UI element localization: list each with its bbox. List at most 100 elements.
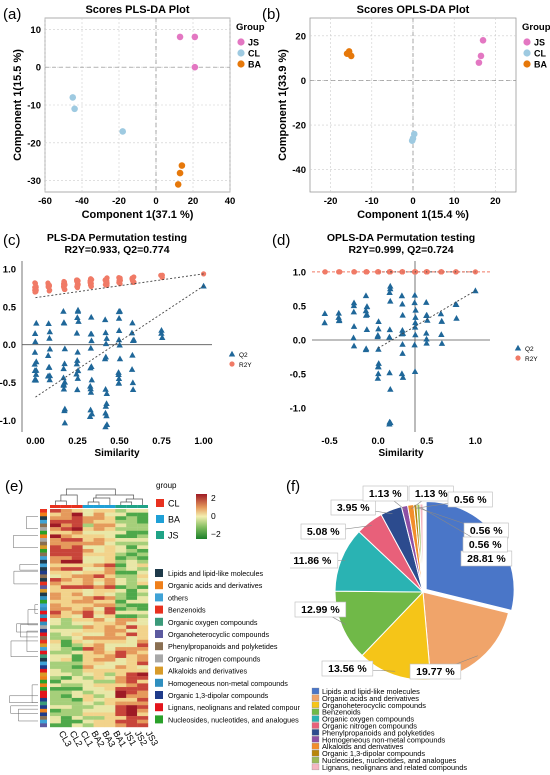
- heatmap-cell: [126, 512, 138, 517]
- heatmap-cell: [60, 603, 72, 608]
- heatmap-cell: [137, 683, 149, 688]
- row-annotation-cell: [40, 574, 47, 579]
- heatmap-cell: [50, 567, 62, 571]
- q2-point: [102, 329, 109, 336]
- legend-label-ba: BA: [248, 60, 261, 70]
- heatmap-cell: [82, 516, 94, 521]
- heatmap-cell: [82, 512, 94, 517]
- q2-point: [45, 320, 52, 326]
- row-dendrogram: [16, 623, 38, 633]
- q2-point: [46, 345, 54, 352]
- group-legend-label: BA: [168, 515, 180, 525]
- heatmap-cell: [50, 614, 62, 619]
- y-tick-label: -0.5: [290, 370, 307, 381]
- heatmap-cell: [60, 636, 72, 640]
- heatmap-cell: [82, 676, 94, 680]
- row-annotation-cell: [40, 712, 47, 717]
- x-tick-label: 0.25: [68, 436, 87, 447]
- heatmap-cell: [50, 556, 62, 561]
- legend-label-r2y: R2Y: [525, 356, 538, 363]
- heatmap-cell: [50, 541, 62, 546]
- heatmap-cell: [50, 712, 62, 717]
- row-annotation-cell: [40, 567, 47, 571]
- row-annotation-cell: [40, 643, 47, 648]
- q2-point: [46, 334, 53, 341]
- heatmap-cell: [60, 694, 72, 699]
- q2-point: [350, 299, 358, 306]
- row-annotation-cell: [40, 690, 47, 695]
- heatmap-cell: [115, 534, 127, 539]
- heatmap-cell: [137, 672, 149, 677]
- heatmap-cell: [104, 647, 116, 651]
- heatmap-cell: [137, 516, 149, 521]
- heatmap-cell: [137, 541, 149, 546]
- heatmap-cell: [115, 647, 127, 651]
- q2-point: [386, 289, 393, 296]
- heatmap-cell: [93, 632, 105, 637]
- r2y-point: [387, 269, 393, 275]
- q2-point: [46, 376, 53, 383]
- heatmap-cell: [60, 676, 72, 680]
- heatmap-cell: [93, 596, 105, 601]
- row-annotation-cell: [40, 581, 47, 586]
- heatmap-cell: [115, 683, 127, 688]
- r2y-regression-line: [35, 273, 204, 299]
- q2-point: [88, 337, 95, 344]
- legend-marker-r2y: [229, 361, 235, 367]
- pie-legend-swatch: [311, 708, 320, 715]
- heatmap-cell: [137, 574, 149, 579]
- heatmap-cell: [126, 607, 138, 611]
- heatmap-cell: [50, 708, 62, 713]
- heatmap-cell: [71, 588, 83, 593]
- heatmap-cell: [126, 650, 138, 655]
- q2-point: [129, 386, 137, 393]
- heatmap-cell: [104, 705, 116, 710]
- x-axis-label: Similarity: [378, 448, 423, 459]
- heatmap-cell: [50, 527, 62, 531]
- heatmap-cell: [126, 639, 138, 644]
- heatmap-cell: [71, 672, 83, 677]
- heatmap-cell: [71, 534, 83, 539]
- pie-slice: [334, 590, 425, 657]
- heatmap-cell: [60, 697, 72, 702]
- heatmap-cell: [104, 509, 116, 513]
- heatmap-cell: [104, 723, 116, 728]
- data-point-js: [479, 37, 487, 44]
- heatmap-cell: [82, 683, 94, 688]
- heatmap-cell: [71, 559, 83, 564]
- heatmap-cell: [60, 607, 72, 611]
- heatmap-cell: [126, 530, 138, 535]
- heatmap-cell: [93, 621, 105, 626]
- heatmap-cell: [115, 665, 127, 670]
- data-point-js: [477, 52, 485, 60]
- heatmap-cell: [50, 519, 62, 524]
- q2-point: [375, 318, 382, 324]
- q2-point: [60, 385, 68, 392]
- y-axis-label: Component 1(15.5 %): [12, 49, 24, 161]
- heatmap-cell: [60, 541, 72, 546]
- heatmap-cell: [137, 578, 149, 582]
- q2-point: [158, 334, 166, 340]
- heatmap-cell: [60, 538, 72, 542]
- heatmap-cell: [104, 632, 116, 637]
- colorbar-tick-label: 0: [211, 511, 216, 521]
- row-dendrogram: [34, 604, 38, 614]
- heatmap-cell: [60, 712, 72, 717]
- q2-point: [101, 355, 109, 362]
- heatmap-cell: [126, 618, 138, 622]
- heatmap-cell: [50, 636, 62, 640]
- y-tick-label: 20: [295, 31, 306, 42]
- row-annotation-cell: [40, 683, 47, 688]
- row-annotation-cell: [40, 708, 47, 713]
- r2y-point: [103, 279, 109, 285]
- r2y-point: [453, 269, 459, 275]
- heatmap-cell: [71, 625, 83, 630]
- heatmap-cell: [126, 592, 138, 597]
- chart-title: PLS-DA Permutation testing: [47, 232, 187, 244]
- heatmap-cell: [137, 592, 149, 597]
- heatmap-cell: [104, 708, 116, 713]
- heatmap-cell: [115, 716, 127, 720]
- heatmap-cell: [50, 592, 62, 597]
- y-tick-label: 0.0: [3, 340, 16, 351]
- heatmap-cell: [50, 639, 62, 644]
